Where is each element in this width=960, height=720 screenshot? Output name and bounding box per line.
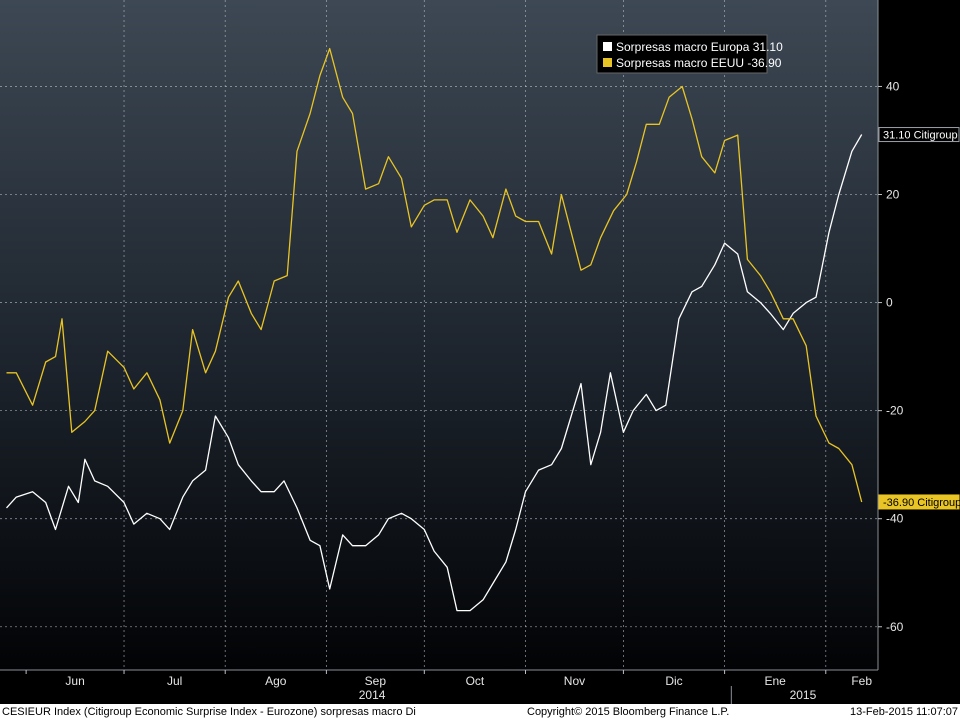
legend-swatch-europe	[603, 42, 612, 51]
x-tick-label: Jul	[167, 674, 182, 688]
y-tick-label: 40	[886, 79, 900, 93]
last-value-tag-europe-box	[878, 127, 960, 143]
x-tick-label: Ene	[765, 674, 787, 688]
x-tick-label: Oct	[466, 674, 485, 688]
x-tick-label: Ago	[265, 674, 287, 688]
series-line-europe	[6, 134, 863, 612]
chart: 40 20 0 -20 -40 -60 Jun Jul Ago Sep Oct Nov Dic Ene F…	[0, 0, 960, 704]
grid-lines	[0, 0, 878, 670]
last-value-tag-europe: 31.10 Citigroup	[883, 130, 958, 142]
legend-swatch-usa	[603, 58, 612, 67]
last-value-tags: 31.10 Citigroup -36.90 Citigroup	[878, 127, 960, 510]
plot-background	[0, 0, 878, 670]
y-tick-label: -20	[886, 404, 904, 418]
series-layer	[6, 47, 863, 612]
legend-label-europe: Sorpresas macro Europa 31.10	[616, 40, 783, 54]
x-year-label: 2015	[790, 688, 817, 702]
x-tick-label: Nov	[564, 674, 585, 688]
last-value-tag-usa: -36.90 Citigroup	[883, 497, 960, 509]
legend-label-usa: Sorpresas macro EEUU -36.90	[616, 56, 782, 70]
y-axis: 40 20 0 -20 -40 -60	[878, 79, 904, 634]
y-tick-label: 20	[886, 188, 900, 202]
x-axis: Jun Jul Ago Sep Oct Nov Dic Ene Feb 2014 2015	[25, 670, 872, 704]
legend: Sorpresas macro Europa 31.10 Sorpresas m…	[596, 34, 783, 74]
series-line-usa	[6, 47, 863, 503]
x-tick-label: Feb	[851, 674, 872, 688]
y-tick-label: -40	[886, 512, 904, 526]
footer-index-description: CESIEUR Index (Citigroup Economic Surpri…	[2, 706, 416, 718]
footer-bar: CESIEUR Index (Citigroup Economic Surpri…	[0, 704, 960, 720]
footer-copyright: Copyright© 2015 Bloomberg Finance L.P.	[527, 706, 730, 718]
y-tick-label: 0	[886, 296, 893, 310]
x-tick-label: Dic	[665, 674, 682, 688]
x-year-label: 2014	[359, 688, 386, 702]
last-value-tag-usa-box	[878, 494, 960, 510]
footer-timestamp: 13-Feb-2015 11:07:07	[849, 706, 958, 718]
legend-box	[596, 34, 768, 74]
x-tick-label: Sep	[365, 674, 387, 688]
x-tick-label: Jun	[65, 674, 84, 688]
y-tick-label: -60	[886, 620, 904, 634]
